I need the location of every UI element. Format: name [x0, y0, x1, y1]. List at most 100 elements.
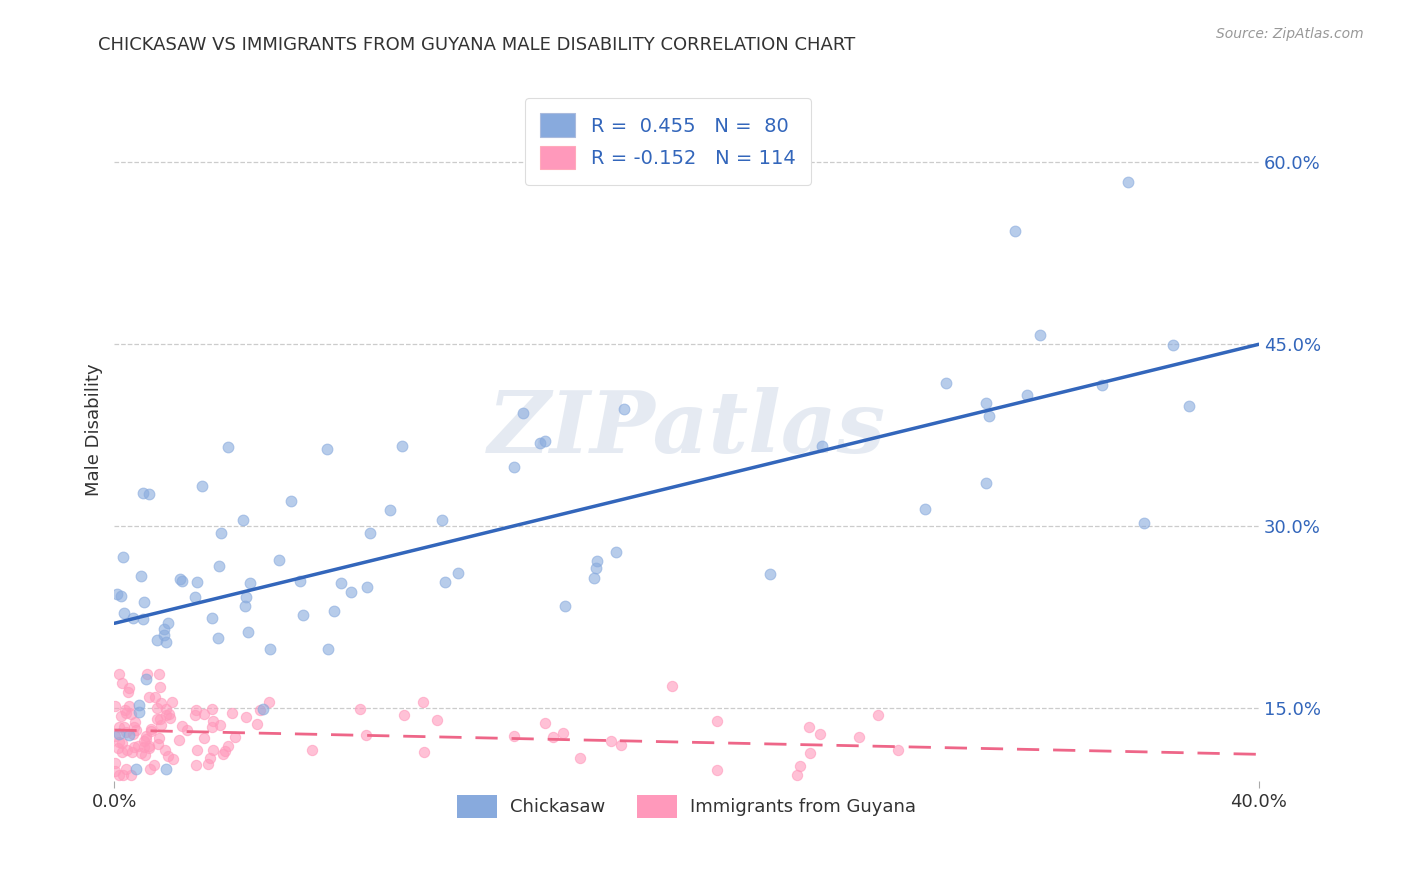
Point — [108, 666, 131, 681]
Point — [1161, 338, 1184, 352]
Point — [447, 566, 470, 580]
Point — [432, 512, 454, 526]
Point — [129, 569, 152, 583]
Point — [201, 720, 224, 734]
Point — [356, 580, 378, 594]
Point — [149, 718, 172, 732]
Point — [156, 748, 179, 763]
Point — [935, 376, 957, 391]
Point — [125, 762, 148, 776]
Point — [288, 574, 311, 588]
Point — [585, 554, 607, 568]
Point — [104, 729, 127, 743]
Point — [252, 702, 274, 716]
Point — [107, 740, 129, 755]
Point — [201, 702, 224, 716]
Point — [316, 442, 339, 457]
Point — [186, 743, 208, 757]
Text: Source: ZipAtlas.com: Source: ZipAtlas.com — [1216, 27, 1364, 41]
Point — [193, 706, 215, 721]
Point — [120, 706, 142, 721]
Point — [132, 595, 155, 609]
Point — [238, 625, 260, 640]
Point — [201, 611, 224, 625]
Point — [758, 567, 780, 582]
Point — [128, 698, 150, 712]
Point — [135, 673, 157, 687]
Point — [169, 733, 191, 747]
Point — [339, 584, 361, 599]
Point — [121, 726, 143, 740]
Point — [246, 716, 269, 731]
Legend: Chickasaw, Immigrants from Guyana: Chickasaw, Immigrants from Guyana — [450, 789, 922, 825]
Point — [146, 701, 169, 715]
Point — [359, 525, 381, 540]
Point — [529, 436, 551, 450]
Point — [201, 714, 224, 729]
Point — [232, 513, 254, 527]
Point — [323, 603, 346, 617]
Point — [112, 607, 135, 621]
Point — [117, 681, 139, 695]
Point — [111, 676, 134, 690]
Point — [979, 409, 1001, 423]
Point — [541, 730, 564, 744]
Point — [811, 439, 834, 453]
Point — [138, 486, 160, 500]
Point — [503, 730, 526, 744]
Point — [172, 719, 194, 733]
Point — [155, 702, 177, 716]
Point — [217, 440, 239, 454]
Point — [706, 763, 728, 777]
Point — [169, 572, 191, 586]
Point — [534, 716, 557, 731]
Point — [138, 690, 160, 704]
Point — [138, 739, 160, 753]
Point — [1116, 175, 1139, 189]
Point — [153, 622, 176, 636]
Point — [157, 706, 180, 721]
Point — [610, 738, 633, 752]
Point — [149, 681, 172, 695]
Point — [1091, 377, 1114, 392]
Point — [150, 697, 173, 711]
Point — [104, 698, 127, 713]
Point — [111, 550, 134, 565]
Point — [184, 708, 207, 723]
Point — [186, 575, 208, 590]
Point — [115, 743, 138, 757]
Point — [155, 762, 177, 776]
Point — [105, 587, 128, 601]
Point — [1017, 388, 1039, 402]
Point — [239, 576, 262, 591]
Point — [110, 589, 132, 603]
Point — [217, 739, 239, 753]
Point — [233, 599, 256, 613]
Point — [104, 756, 127, 770]
Point — [122, 611, 145, 625]
Point — [139, 762, 162, 776]
Point — [148, 667, 170, 681]
Point — [122, 720, 145, 734]
Point — [209, 525, 232, 540]
Point — [184, 758, 207, 772]
Point — [197, 757, 219, 772]
Point — [706, 714, 728, 728]
Point — [128, 705, 150, 719]
Point — [114, 703, 136, 717]
Point — [184, 590, 207, 604]
Point — [146, 632, 169, 647]
Point — [149, 712, 172, 726]
Point — [186, 703, 208, 717]
Point — [155, 634, 177, 648]
Point — [868, 708, 890, 723]
Point — [193, 731, 215, 745]
Point — [1178, 399, 1201, 413]
Point — [129, 746, 152, 760]
Point — [235, 710, 257, 724]
Point — [146, 712, 169, 726]
Point — [512, 406, 534, 420]
Point — [221, 706, 243, 720]
Point — [108, 727, 131, 741]
Point — [356, 728, 378, 742]
